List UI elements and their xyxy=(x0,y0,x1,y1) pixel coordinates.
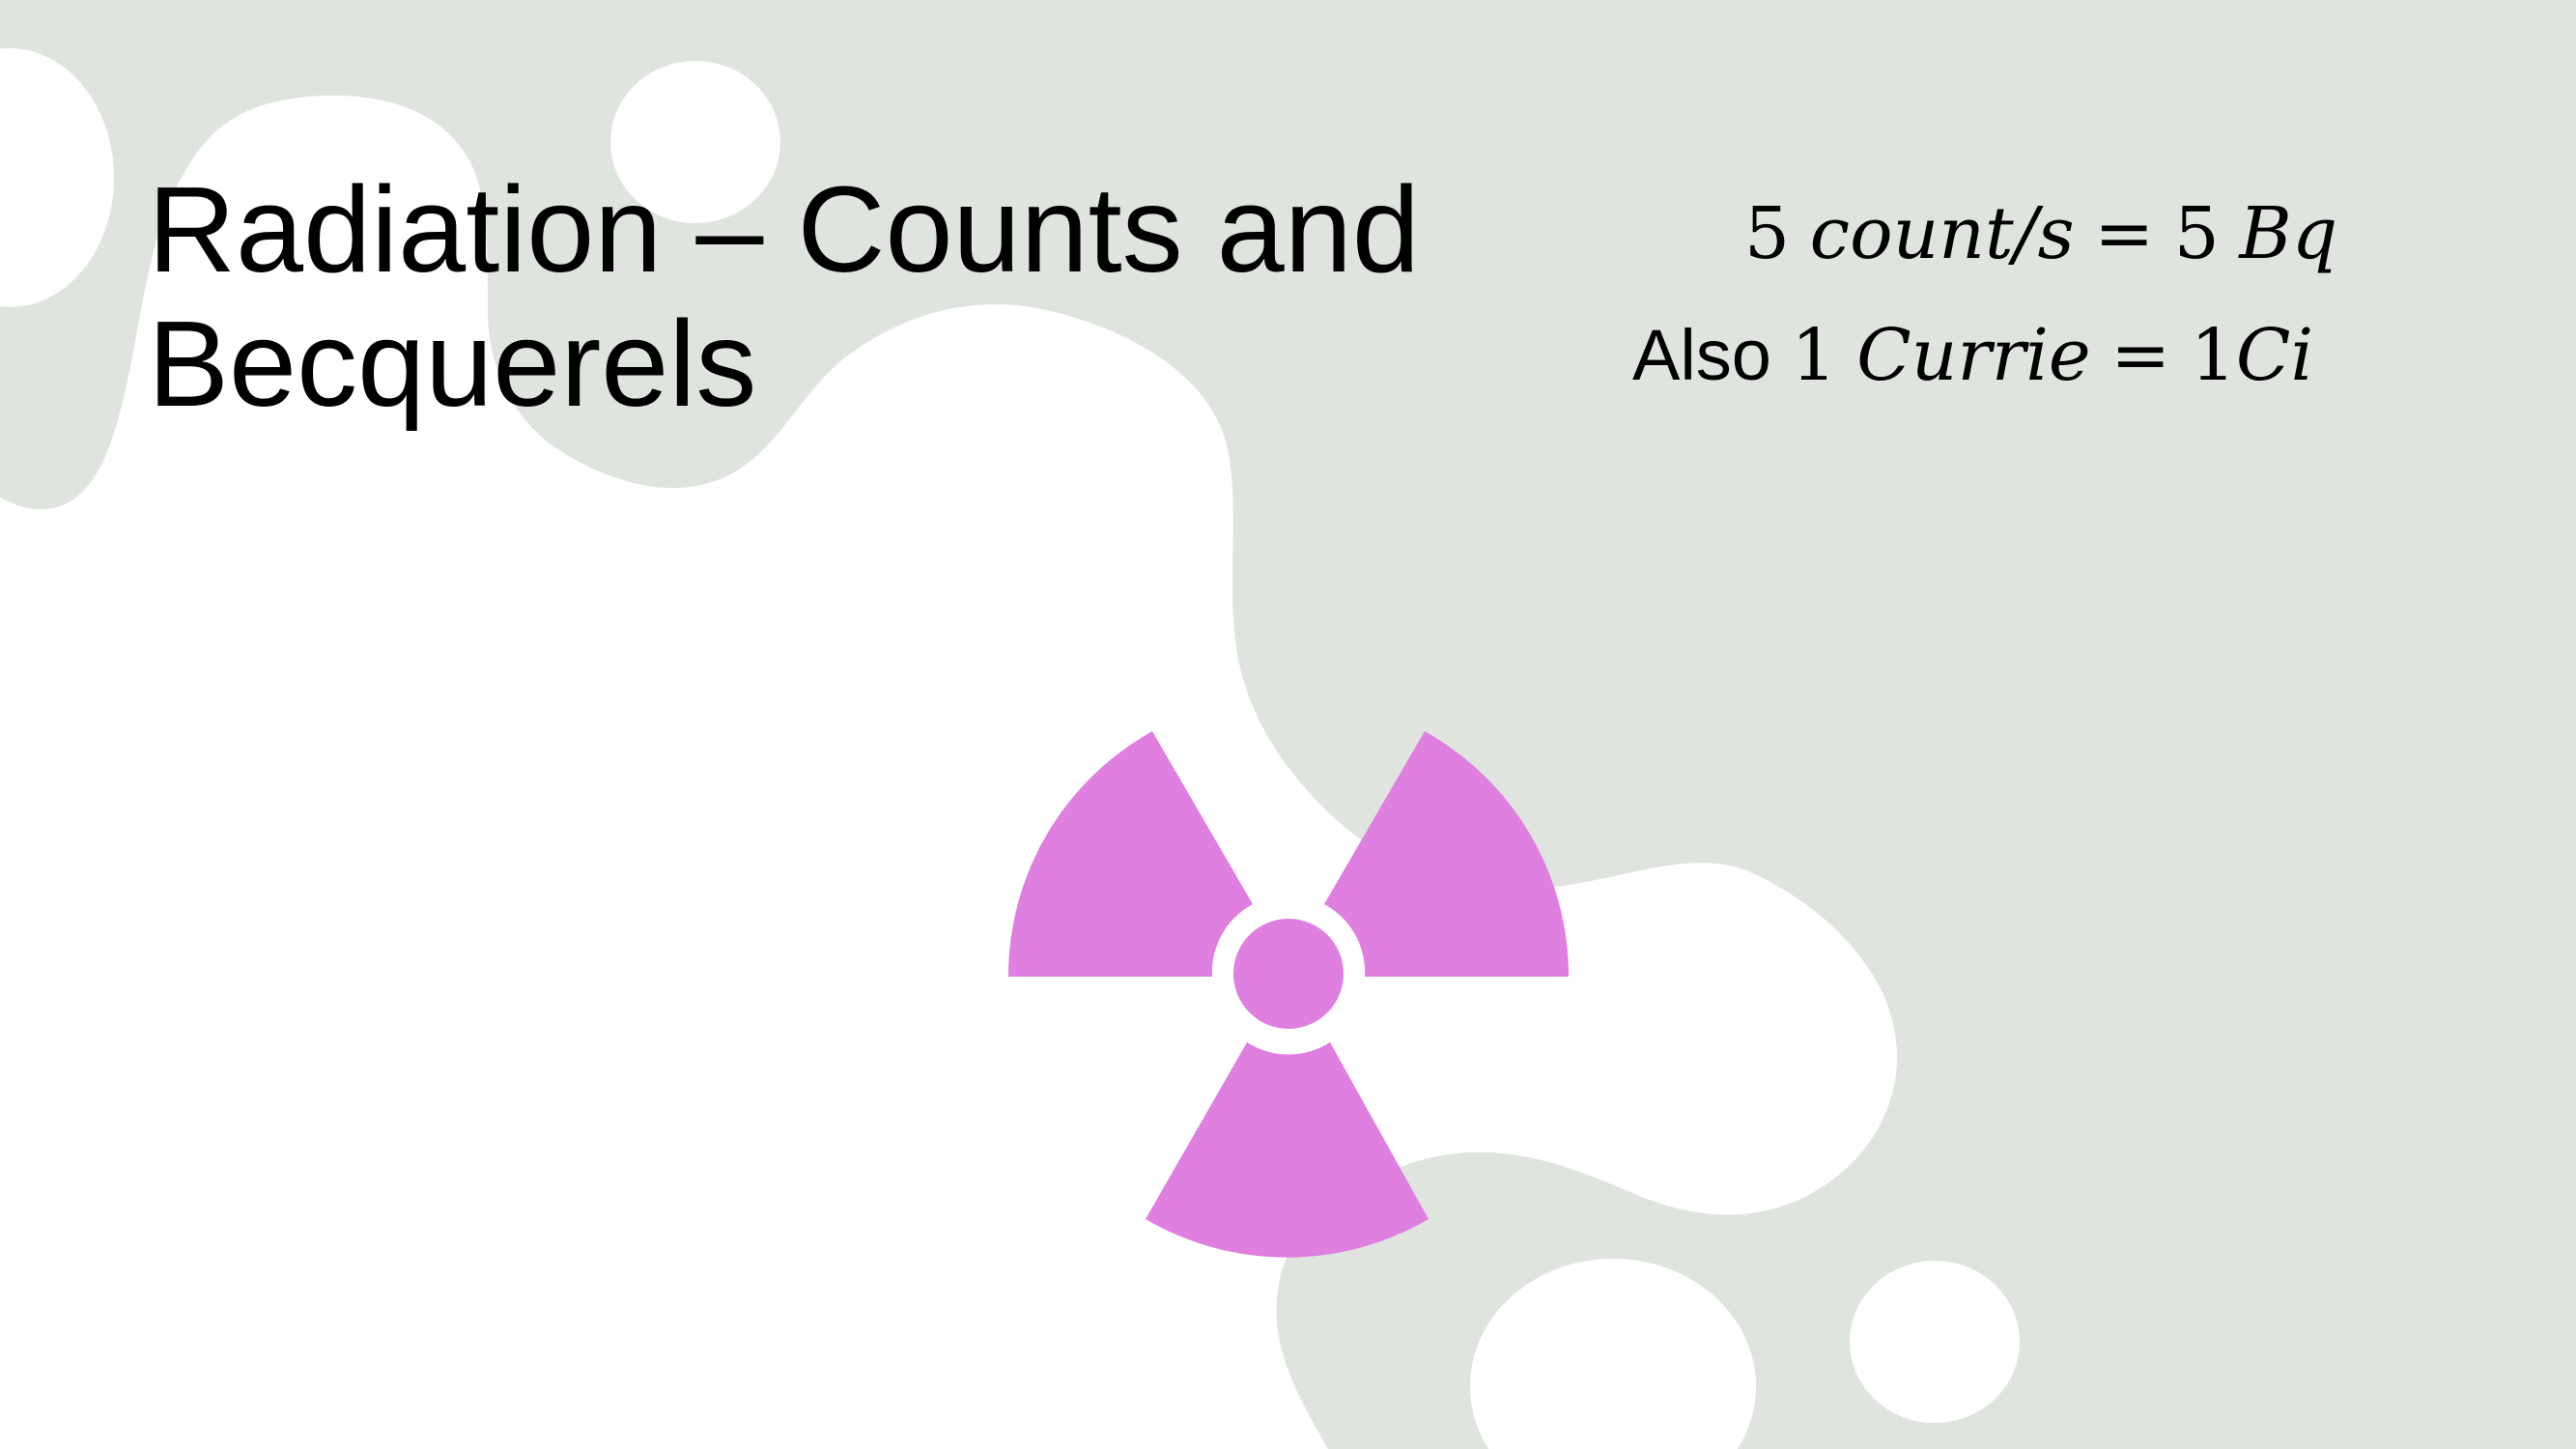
equation-2-rhs-unit: Ci xyxy=(2235,314,2314,397)
top-left-white-blob xyxy=(0,48,114,307)
equation-2-equals: = xyxy=(2110,314,2171,397)
equation-1-lhs-unit: count/s xyxy=(1809,192,2075,275)
trefoil-blade-right xyxy=(1324,731,1570,977)
trefoil-blade-bottom xyxy=(1146,1042,1429,1258)
equation-1-lhs-number: 5 xyxy=(1744,192,1791,275)
trefoil-center xyxy=(1233,919,1344,1029)
equation-2-lhs-number: 1 xyxy=(1791,314,1837,397)
equation-1-rhs-unit: Bq xyxy=(2239,192,2338,275)
radiation-trefoil-icon xyxy=(1007,731,1570,1258)
equation-2-lhs-unit: Currie xyxy=(1856,314,2091,397)
equation-1-equals: = xyxy=(2094,192,2155,275)
equation-count-per-second: 5 count/s = 5 Bq xyxy=(1744,190,2337,277)
equation-currie: Also 1 Currie = 1Ci xyxy=(1632,312,2313,399)
bottom-white-circle-small xyxy=(1850,1261,2020,1423)
equation-2-rhs-number: 1 xyxy=(2190,314,2236,397)
equation-1-rhs-number: 5 xyxy=(2173,192,2220,275)
bottom-white-circle-large xyxy=(1470,1259,1756,1449)
slide-title: Radiation – Counts and Becquerels xyxy=(148,161,1420,432)
top-white-circle xyxy=(610,61,780,223)
trefoil-blade-left xyxy=(1007,731,1253,977)
equation-2-prefix: Also xyxy=(1632,315,1771,395)
